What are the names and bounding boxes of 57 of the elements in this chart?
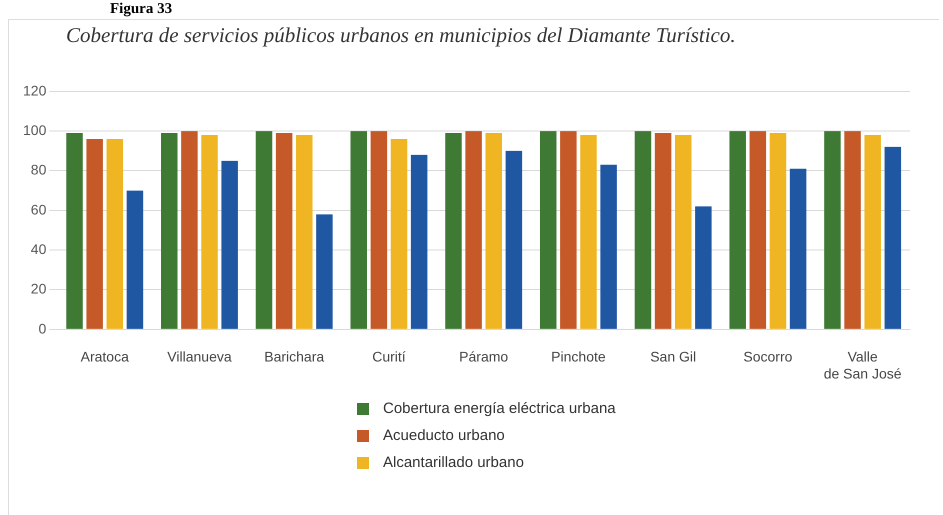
bar (370, 131, 388, 329)
chart-subtitle: Cobertura de servicios públicos urbanos en municipios del Diamante Turístico. (66, 23, 736, 48)
bar (770, 133, 786, 329)
x-tick-label: Curití (372, 348, 406, 365)
bar (674, 135, 692, 329)
bar (390, 139, 408, 329)
x-tick-label: Socorro (743, 348, 793, 365)
legend-label: Alcantarillado urbano (383, 454, 524, 471)
bar (580, 135, 597, 329)
y-tick-label: 40 (30, 240, 47, 257)
bar (506, 150, 522, 329)
bar (485, 133, 502, 329)
bar (410, 154, 428, 329)
bar (465, 131, 482, 329)
x-tick-label: Aratoca (80, 348, 130, 365)
bar (161, 133, 178, 329)
bar (824, 131, 841, 329)
bar (864, 135, 881, 329)
chart-title: Figura 33 (110, 1, 172, 18)
bar (106, 139, 124, 329)
y-tick-label: 100 (23, 122, 47, 138)
bar (181, 131, 198, 329)
bar (540, 131, 556, 329)
y-tick-label: 20 (30, 280, 47, 297)
bar (316, 214, 333, 329)
x-tick-label: Páramo (459, 348, 508, 365)
y-tick-label: 120 (23, 82, 47, 98)
bar (296, 135, 313, 329)
bar (256, 131, 272, 329)
x-tick-label: Valle de San José (824, 348, 902, 382)
y-tick-label: 60 (30, 201, 47, 218)
bar (695, 206, 712, 329)
x-tick-label: Pinchote (551, 348, 606, 365)
bar (86, 139, 103, 329)
bar (350, 131, 367, 329)
bar (729, 131, 746, 329)
bar (221, 160, 238, 329)
bar (445, 133, 462, 329)
bar (126, 190, 144, 329)
bar (201, 135, 218, 329)
bar (66, 133, 83, 329)
bar (634, 131, 652, 329)
x-tick-label: Barichara (264, 348, 324, 365)
legend-label: Cobertura energía eléctrica urbana (383, 400, 616, 417)
bar (750, 131, 766, 329)
bar (276, 133, 292, 329)
x-tick-label: Villanueva (167, 348, 232, 365)
x-tick-label: San Gil (650, 348, 696, 365)
bar (884, 146, 902, 329)
y-tick-label: 0 (38, 320, 47, 336)
legend-label: Acueducto urbano (383, 427, 505, 444)
bar (790, 168, 806, 329)
y-tick-label: 80 (30, 162, 47, 178)
bar (600, 164, 617, 329)
bar (560, 131, 577, 329)
bar (654, 133, 672, 329)
bar (844, 131, 861, 329)
